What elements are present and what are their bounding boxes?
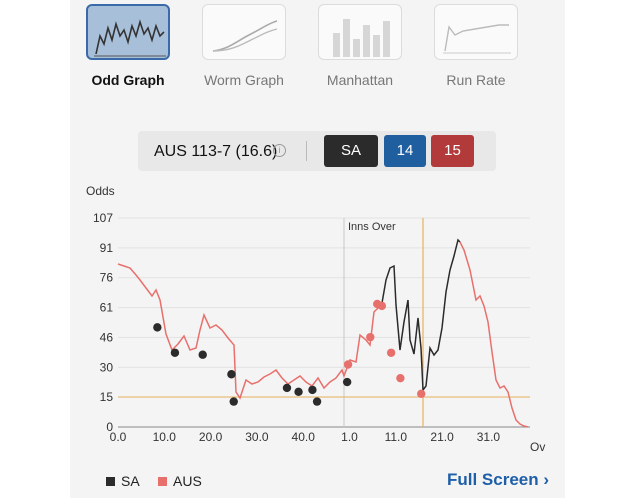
wicket-marker-aus[interactable] bbox=[386, 348, 396, 357]
tab-label: Worm Graph bbox=[204, 72, 284, 88]
y-tick-label: 107 bbox=[93, 211, 113, 225]
tab-worm-graph[interactable]: Worm Graph bbox=[200, 4, 288, 88]
y-tick-label: 15 bbox=[100, 390, 114, 404]
worm-graph-icon bbox=[202, 4, 286, 60]
x-tick-label: 1.0 bbox=[341, 430, 358, 444]
x-tick-label: 30.0 bbox=[245, 430, 269, 444]
tab-label: Odd Graph bbox=[91, 72, 165, 88]
legend-sa-swatch bbox=[106, 477, 115, 486]
wicket-marker-sa[interactable] bbox=[153, 323, 162, 332]
tab-label: Run Rate bbox=[446, 72, 506, 88]
wicket-marker-sa[interactable] bbox=[170, 348, 180, 357]
x-tick-label: 11.0 bbox=[385, 430, 408, 444]
chip-14[interactable]: 14 bbox=[384, 135, 426, 167]
x-tick-label: 10.0 bbox=[153, 430, 177, 444]
legend-aus-label: AUS bbox=[173, 473, 202, 489]
odd-graph-icon bbox=[86, 4, 170, 60]
divider bbox=[306, 141, 307, 161]
x-tick-label: 0.0 bbox=[110, 430, 127, 444]
wicket-marker-sa[interactable] bbox=[294, 387, 303, 397]
y-tick-label: 30 bbox=[100, 360, 114, 374]
full-screen-link[interactable]: Full Screen › bbox=[446, 470, 549, 489]
graph-panel bbox=[70, 0, 565, 498]
legend-sa[interactable]: SA bbox=[106, 473, 140, 489]
info-icon[interactable]: i bbox=[273, 144, 286, 157]
wicket-marker-sa[interactable] bbox=[282, 383, 292, 393]
legend-aus-swatch bbox=[158, 477, 167, 486]
wicket-marker-aus[interactable] bbox=[417, 389, 426, 398]
wicket-marker-sa[interactable] bbox=[342, 377, 352, 387]
wicket-marker-sa[interactable] bbox=[229, 397, 238, 406]
legend-aus[interactable]: AUS bbox=[158, 473, 202, 489]
x-tick-label: 40.0 bbox=[292, 430, 316, 444]
chip-15[interactable]: 15 bbox=[431, 135, 474, 167]
wicket-marker-sa[interactable] bbox=[312, 397, 322, 406]
wicket-marker-aus[interactable] bbox=[396, 373, 405, 383]
x-tick-label: 31.0 bbox=[477, 430, 501, 444]
y-tick-label: 46 bbox=[100, 330, 114, 344]
tab-label: Manhattan bbox=[326, 72, 394, 88]
chip-sa[interactable]: SA bbox=[324, 135, 378, 167]
wicket-marker-aus[interactable] bbox=[366, 332, 375, 342]
aus-odds-line bbox=[117, 263, 383, 400]
y-tick-label: 0 bbox=[106, 420, 113, 434]
wicket-marker-aus[interactable] bbox=[377, 301, 387, 311]
manhattan-icon bbox=[318, 4, 402, 60]
wicket-marker-sa[interactable] bbox=[227, 370, 236, 379]
tab-run-rate[interactable]: Run Rate bbox=[432, 4, 520, 88]
wicket-marker-sa[interactable] bbox=[198, 350, 207, 359]
y-tick-label: 76 bbox=[100, 271, 114, 285]
score-text: AUS 113-7 (16.6) bbox=[154, 143, 278, 160]
y-axis-title: Odds bbox=[86, 184, 115, 198]
sa-odds-line bbox=[381, 238, 461, 393]
y-tick-label: 91 bbox=[100, 241, 114, 255]
run-rate-icon bbox=[434, 4, 518, 60]
y-tick-label: 61 bbox=[100, 301, 114, 315]
x-tick-label: 20.0 bbox=[199, 430, 223, 444]
legend-sa-label: SA bbox=[121, 473, 140, 489]
tab-manhattan[interactable]: Manhattan bbox=[316, 4, 404, 88]
aus-odds-line-2 bbox=[459, 241, 529, 428]
wicket-marker-aus[interactable] bbox=[343, 360, 353, 369]
tab-odd-graph[interactable]: Odd Graph bbox=[84, 4, 172, 88]
x-tick-label: 21.0 bbox=[430, 430, 454, 444]
innings-over-annotation: Inns Over bbox=[348, 221, 396, 233]
x-axis-title: Ov bbox=[530, 440, 545, 454]
wicket-marker-sa[interactable] bbox=[308, 385, 317, 395]
score-bar: AUS 113-7 (16.6) i SA 14 15 bbox=[138, 131, 496, 171]
